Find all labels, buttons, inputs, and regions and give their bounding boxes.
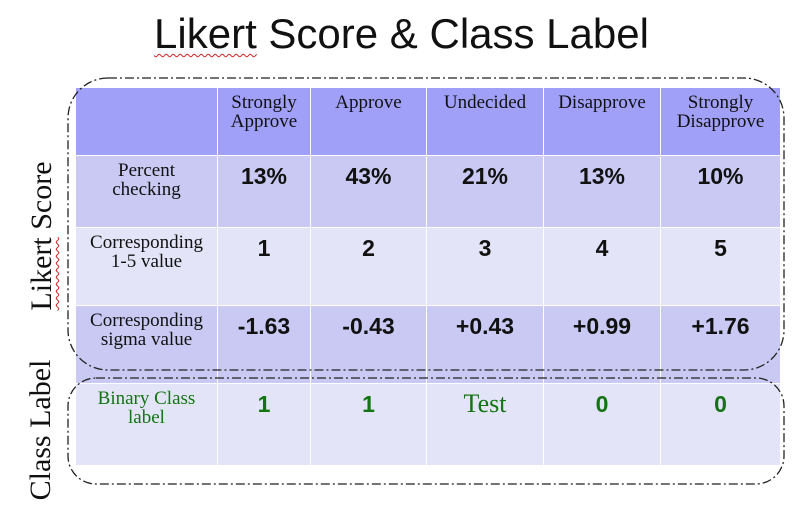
class-label-side-label: Class Label [24, 359, 57, 501]
title-rest: Score & Class Label [256, 10, 649, 57]
row-label-line: sigma value [100, 329, 193, 350]
table-cell: 4 [544, 228, 661, 306]
table-cell: 43% [311, 156, 427, 228]
table-cell: -0.43 [311, 306, 427, 384]
table-cell: 0 [661, 384, 780, 466]
header-undecided: Undecided [427, 88, 544, 156]
table-cell: 10% [661, 156, 780, 228]
header-line: Strongly [231, 92, 297, 113]
table-cell: -1.63 [218, 306, 311, 384]
table-cell: 2 [311, 228, 427, 306]
row-label-sigma-value: Corresponding sigma value [76, 306, 218, 384]
row-label-line: checking [112, 179, 181, 200]
header-approve: Approve [311, 88, 427, 156]
header-line: Disapprove [558, 92, 646, 113]
header-strongly-disapprove: Strongly Disapprove [661, 88, 780, 156]
table-cell: 3 [427, 228, 544, 306]
header-line: Disapprove [676, 111, 765, 132]
table-cell: +0.99 [544, 306, 661, 384]
header-line: Approve [230, 111, 298, 132]
header-line: Approve [335, 92, 402, 113]
slide-title: Likert Score & Class Label [0, 8, 803, 60]
row-label-line: Corresponding [90, 310, 203, 331]
likert-side-word: Likert [25, 237, 58, 311]
table-cell: 1 [218, 228, 311, 306]
likert-score-side-label: Likert Score [22, 136, 62, 336]
header-corner [76, 88, 218, 156]
row-label-binary-class: Binary Class label [76, 384, 218, 466]
table-cell: 21% [427, 156, 544, 228]
row-label-line: Binary Class [97, 388, 196, 409]
table-cell: 1 [311, 384, 427, 466]
table-cell: 5 [661, 228, 780, 306]
table-cell: 13% [218, 156, 311, 228]
table-cell: +1.76 [661, 306, 780, 384]
row-label-1-5-value: Corresponding 1-5 value [76, 228, 218, 306]
row-label-line: Percent [118, 160, 175, 181]
table-cell: +0.43 [427, 306, 544, 384]
row-label-line: 1-5 value [110, 251, 183, 272]
row-label-line: Corresponding [90, 232, 203, 253]
header-disapprove: Disapprove [544, 88, 661, 156]
table-cell: 1 [218, 384, 311, 466]
table-cell: 0 [544, 384, 661, 466]
header-line: Strongly [687, 92, 754, 113]
row-label-line: label [128, 407, 165, 428]
header-line: Undecided [443, 92, 527, 113]
score-side-word: Score [25, 161, 58, 238]
title-likert-word: Likert [154, 10, 257, 57]
row-label-percent-checking: Percent checking [76, 156, 218, 228]
header-strongly-approve: Strongly Approve [218, 88, 311, 156]
table-cell-test: Test [427, 384, 544, 466]
table-cell: 13% [544, 156, 661, 228]
likert-table: Strongly Approve Approve Undecided Disapp… [76, 88, 780, 466]
